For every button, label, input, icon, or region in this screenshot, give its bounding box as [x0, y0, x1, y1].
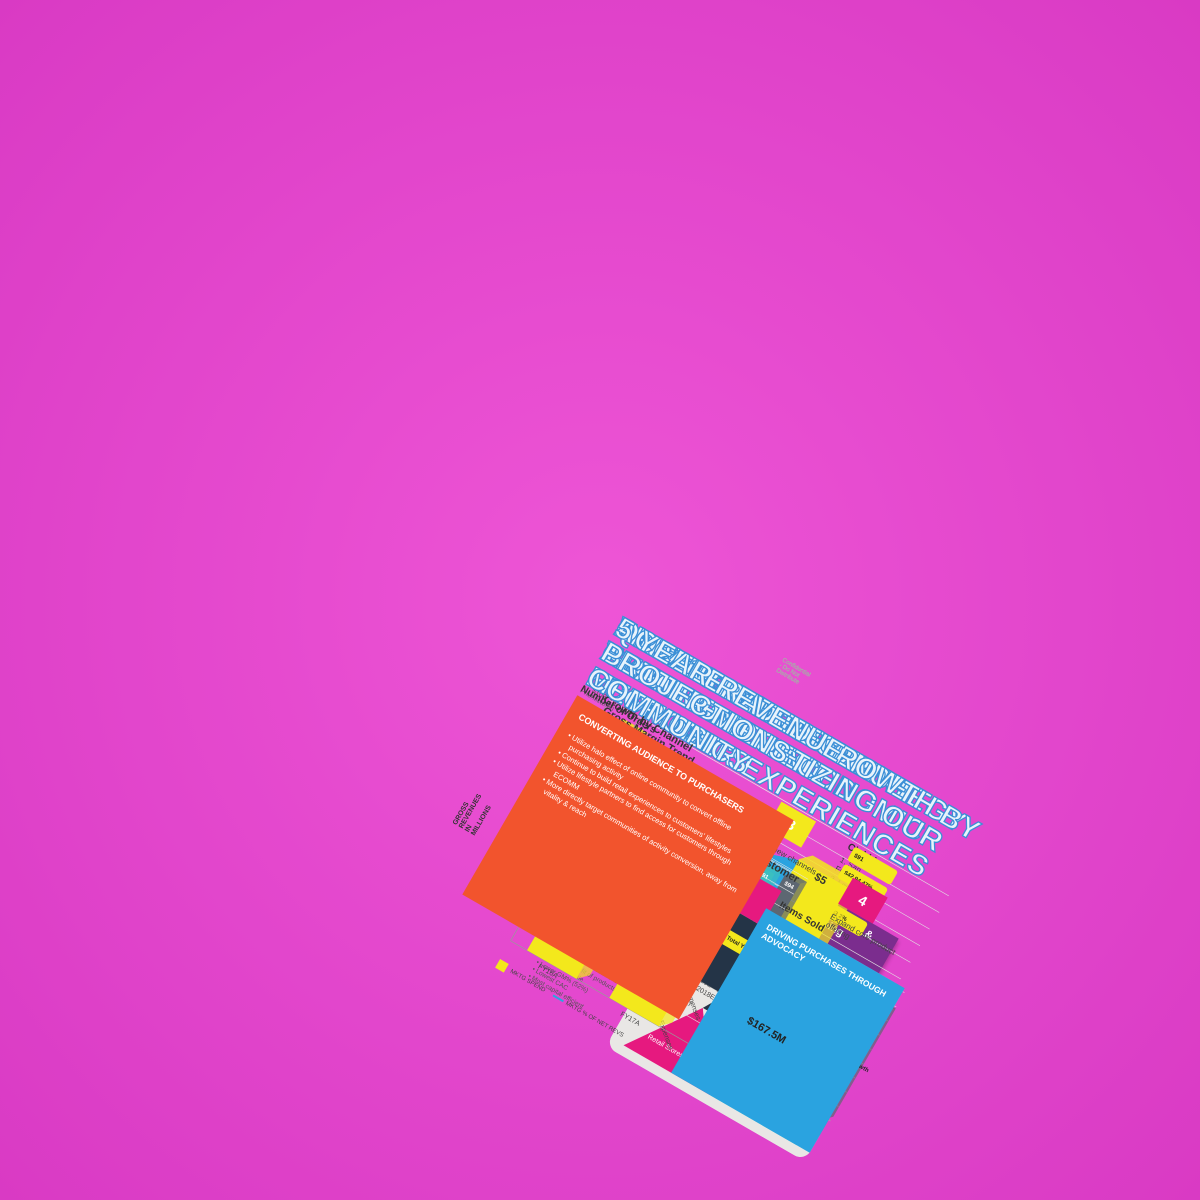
data-label: $94: [783, 881, 795, 892]
footer: Confidential - Do Not Distribute: [774, 657, 812, 686]
data-label: $91: [758, 871, 770, 882]
legend-swatch: [552, 994, 564, 1003]
bar-top: [784, 873, 808, 884]
legend-label: MKTG % OF NET REVS: [564, 1001, 624, 1039]
bar: [696, 910, 762, 994]
bar: [735, 876, 782, 926]
annotation: $91: [853, 853, 865, 864]
bar-top: [799, 855, 863, 888]
grid-line: [639, 717, 887, 861]
data-label: $5: [812, 871, 829, 888]
legend-swatch: [495, 958, 509, 973]
annotation-box: [848, 847, 898, 885]
